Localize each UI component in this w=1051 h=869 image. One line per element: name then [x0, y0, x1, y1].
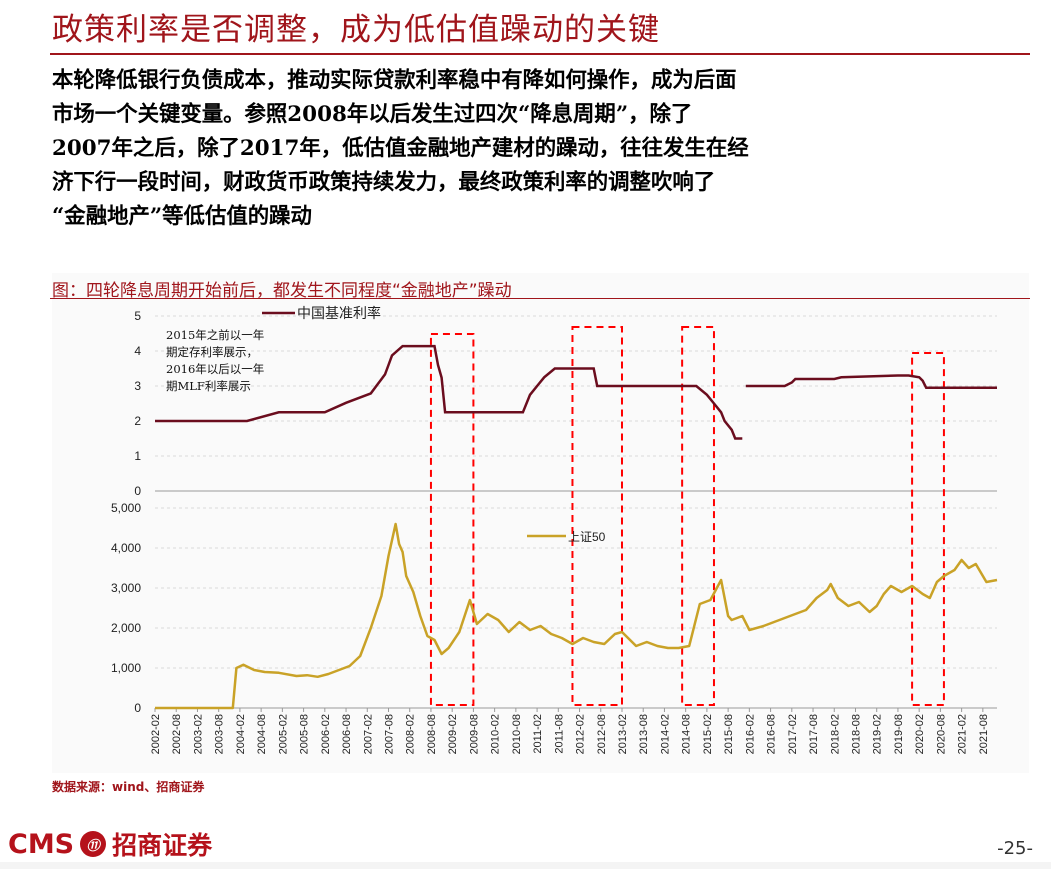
index-legend-label: 上证50 [568, 530, 606, 544]
rate-legend-label: 中国基准利率 [297, 305, 381, 322]
x-tick-label: 2014-02 [659, 714, 671, 754]
figure-title-divider [50, 298, 1030, 299]
x-tick-label: 2012-08 [596, 714, 608, 754]
x-tick-label: 2018-02 [829, 714, 841, 754]
x-tick-label: 2010-02 [490, 714, 502, 754]
x-tick-label: 2006-02 [320, 714, 332, 754]
y-tick-label: 2,000 [111, 621, 141, 635]
x-tick-label: 2016-08 [766, 714, 778, 754]
lead-line: 本轮降低银行负债成本，推动实际贷款利率稳中有降如何操作，成为后面 [52, 68, 737, 93]
company-logo: CMS ⑪ 招商证券 [8, 826, 212, 862]
x-tick-label: 2013-08 [638, 714, 650, 754]
lead-line: 济下行一段时间，财政货币政策持续发力，最终政策利率的调整吹响了 [52, 170, 716, 195]
lead-line: 市场一个关键变量。参照2008年以后发生过四次“降息周期”，除了 [52, 102, 693, 127]
x-tick-label: 2002-08 [171, 714, 183, 754]
y-tick-label: 3,000 [111, 581, 141, 595]
highlight-boxes [429, 326, 945, 706]
data-source: 数据来源：wind、招商证券 [52, 780, 205, 794]
x-tick-label: 2008-02 [405, 714, 417, 754]
y-tick-label: 0 [134, 484, 141, 498]
x-tick-label: 2002-02 [150, 714, 162, 754]
index-series-line [155, 522, 998, 710]
x-tick-label: 2011-08 [553, 714, 565, 754]
x-tick-label: 2016-02 [744, 714, 756, 754]
x-tick-label: 2021-02 [957, 714, 969, 754]
series-lines [155, 344, 998, 710]
x-tick-label: 2009-08 [468, 714, 480, 754]
x-tick-label: 2011-02 [532, 714, 544, 754]
x-tick-label: 2020-02 [914, 714, 926, 754]
x-tick-label: 2004-02 [235, 714, 247, 754]
x-tick-label: 2013-02 [617, 714, 629, 754]
y-tick-label: 1 [134, 449, 141, 463]
highlight-box [911, 352, 945, 706]
x-tick-label: 2007-08 [383, 714, 395, 754]
rate-annotation-line: 2016年以后以一年 [166, 362, 264, 376]
x-tick-label: 2021-08 [978, 714, 990, 754]
lead-line: “金融地产”等低估值的躁动 [52, 204, 312, 229]
x-tick-label: 2017-08 [808, 714, 820, 754]
rate-annotation-line: 2015年之前以一年 [166, 328, 264, 342]
cms-logo-icon: ⑪ [80, 831, 107, 857]
y-tick-label: 4 [134, 344, 141, 358]
figure-background [52, 273, 1029, 773]
rate-series-line [155, 344, 743, 440]
highlight-box [681, 326, 715, 706]
cms-logo-text: CMS [8, 828, 75, 860]
y-tick-label: 1,000 [111, 661, 141, 675]
x-tick-label: 2015-02 [702, 714, 714, 754]
x-tick-label: 2015-08 [723, 714, 735, 754]
figure-title: 图：四轮降息周期开始前后，都发生不同程度“金融地产”躁动 [52, 281, 512, 301]
x-tick-label: 2007-02 [362, 714, 374, 754]
rate-annotation-line: 期MLF利率展示 [166, 379, 251, 393]
lead-line: 2007年之后，除了2017年，低估值金融地产建材的躁动，往往发生在经 [52, 136, 749, 161]
lead-paragraph: 本轮降低银行负债成本，推动实际贷款利率稳中有降如何操作，成为后面 市场一个关键变… [52, 64, 1032, 234]
y-tick-label: 4,000 [111, 541, 141, 555]
x-tick-label: 2008-08 [426, 714, 438, 754]
y-tick-label: 2 [134, 414, 141, 428]
tick-labels: 0 1 2 3 4 5 0 1,000 2,000 3,000 4,000 5,000 2002-02 2… [111, 309, 990, 754]
gridlines [155, 315, 997, 669]
rate-series-line [745, 374, 997, 390]
x-tick-label: 2003-02 [192, 714, 204, 754]
axes [154, 490, 997, 712]
x-tick-label: 2005-02 [277, 714, 289, 754]
x-tick-label: 2019-08 [893, 714, 905, 754]
y-tick-label: 5,000 [111, 501, 141, 515]
y-tick-label: 3 [134, 379, 141, 393]
x-tick-label: 2014-08 [681, 714, 693, 754]
y-tick-label: 0 [134, 701, 141, 715]
highlight-box [429, 333, 475, 706]
page-title: 政策利率是否调整，成为低估值躁动的关键 [52, 12, 660, 48]
x-tick-label: 2019-02 [872, 714, 884, 754]
x-tick-label: 2012-02 [575, 714, 587, 754]
x-tick-label: 2010-08 [511, 714, 523, 754]
x-tick-label: 2004-08 [256, 714, 268, 754]
x-tick-label: 2006-08 [341, 714, 353, 754]
company-name: 招商证券 [112, 831, 213, 860]
x-tick-label: 2003-08 [214, 714, 226, 754]
x-tick-label: 2009-02 [447, 714, 459, 754]
page-number: -25- [997, 838, 1033, 859]
x-tick-label: 2017-02 [787, 714, 799, 754]
x-tick-label: 2018-08 [850, 714, 862, 754]
x-tick-label: 2005-08 [299, 714, 311, 754]
title-divider [50, 53, 1030, 55]
rate-annotation-line: 期定存利率展示， [166, 345, 258, 359]
x-tick-label: 2020-08 [935, 714, 947, 754]
y-tick-label: 5 [134, 309, 141, 323]
footer-band [0, 862, 1051, 869]
highlight-box [571, 326, 623, 706]
